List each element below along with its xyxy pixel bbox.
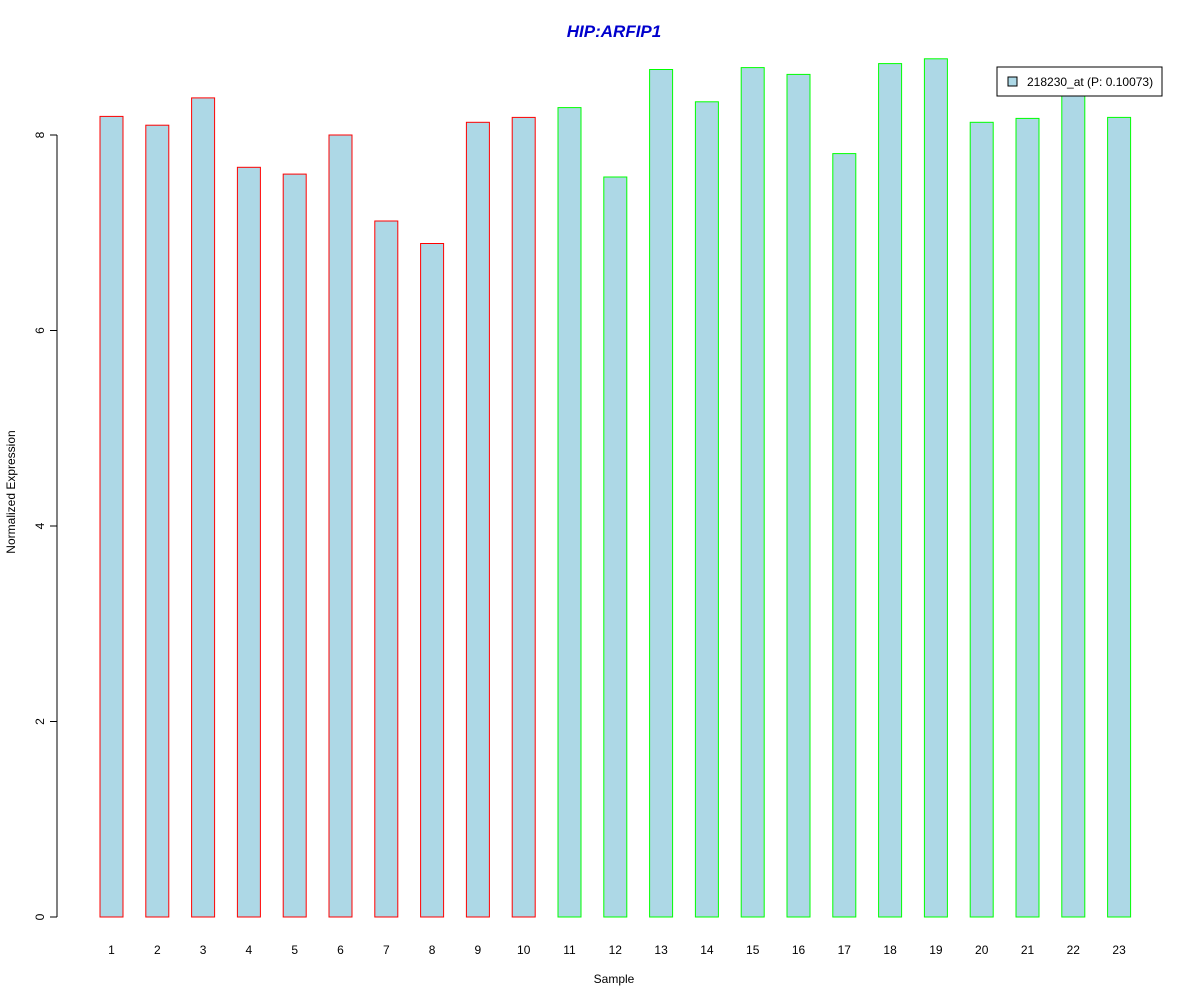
bar-sample-4 bbox=[236, 166, 261, 918]
bar-sample-14 bbox=[694, 101, 719, 918]
bar-sample-18 bbox=[878, 63, 903, 918]
x-tick-label: 11 bbox=[563, 943, 576, 957]
x-tick-label: 1 bbox=[108, 943, 115, 957]
chart-title: HIP:ARFIP1 bbox=[567, 22, 661, 41]
x-tick-label: 4 bbox=[246, 943, 253, 957]
y-tick-label: 8 bbox=[33, 131, 47, 138]
x-tick-labels: 1 2 3 4 5 6 7 8 9 10 11 12 13 14 15 16 17 18 19 20 21 22 23 bbox=[108, 943, 1126, 957]
y-tick-label: 4 bbox=[33, 522, 47, 529]
bar-sample-3 bbox=[191, 97, 216, 918]
bar-sample-17 bbox=[832, 153, 857, 918]
bar-sample-9 bbox=[465, 121, 490, 918]
x-tick-label: 21 bbox=[1021, 943, 1035, 957]
y-axis-title: Normalized Expression bbox=[4, 430, 18, 553]
x-tick-label: 20 bbox=[975, 943, 989, 957]
bars-group bbox=[99, 58, 1132, 918]
x-tick-label: 5 bbox=[291, 943, 298, 957]
x-tick-label: 15 bbox=[746, 943, 760, 957]
bar-sample-2 bbox=[145, 124, 170, 918]
bar-sample-1 bbox=[99, 115, 124, 918]
x-tick-label: 18 bbox=[883, 943, 897, 957]
x-tick-label: 12 bbox=[609, 943, 623, 957]
bar-sample-23 bbox=[1107, 116, 1132, 918]
bar-sample-13 bbox=[649, 69, 674, 918]
x-axis-title: Sample bbox=[594, 972, 635, 986]
bar-sample-15 bbox=[740, 67, 765, 918]
bar-sample-12 bbox=[603, 176, 628, 918]
legend-swatch bbox=[1007, 76, 1018, 87]
x-tick-label: 8 bbox=[429, 943, 436, 957]
x-tick-label: 14 bbox=[700, 943, 714, 957]
x-tick-label: 23 bbox=[1112, 943, 1126, 957]
x-tick-label: 17 bbox=[838, 943, 852, 957]
bar-sample-16 bbox=[786, 73, 811, 918]
bar-sample-22 bbox=[1061, 89, 1086, 918]
x-tick-label: 7 bbox=[383, 943, 390, 957]
y-tick-label: 2 bbox=[33, 718, 47, 725]
legend-label: 218230_at (P: 0.10073) bbox=[1027, 75, 1153, 89]
y-axis: 0 2 4 6 8 bbox=[33, 131, 58, 920]
legend-box bbox=[996, 66, 1163, 97]
x-tick-label: 19 bbox=[929, 943, 943, 957]
bar-sample-11 bbox=[557, 107, 582, 918]
x-tick-label: 6 bbox=[337, 943, 344, 957]
x-tick-label: 2 bbox=[154, 943, 161, 957]
x-tick-label: 9 bbox=[475, 943, 482, 957]
bar-sample-7 bbox=[374, 220, 399, 918]
legend: 218230_at (P: 0.10073) bbox=[996, 66, 1163, 97]
x-tick-label: 13 bbox=[654, 943, 668, 957]
bar-sample-20 bbox=[969, 121, 994, 918]
y-tick-label: 0 bbox=[33, 913, 47, 920]
x-tick-label: 10 bbox=[517, 943, 531, 957]
x-tick-label: 22 bbox=[1067, 943, 1081, 957]
bar-sample-6 bbox=[328, 134, 353, 918]
bar-sample-21 bbox=[1015, 117, 1040, 918]
bar-sample-10 bbox=[511, 116, 536, 918]
x-tick-label: 16 bbox=[792, 943, 806, 957]
bar-sample-19 bbox=[923, 58, 948, 918]
x-tick-label: 3 bbox=[200, 943, 207, 957]
y-tick-label: 6 bbox=[33, 327, 47, 334]
bar-sample-5 bbox=[282, 173, 307, 918]
bar-sample-8 bbox=[420, 243, 445, 918]
